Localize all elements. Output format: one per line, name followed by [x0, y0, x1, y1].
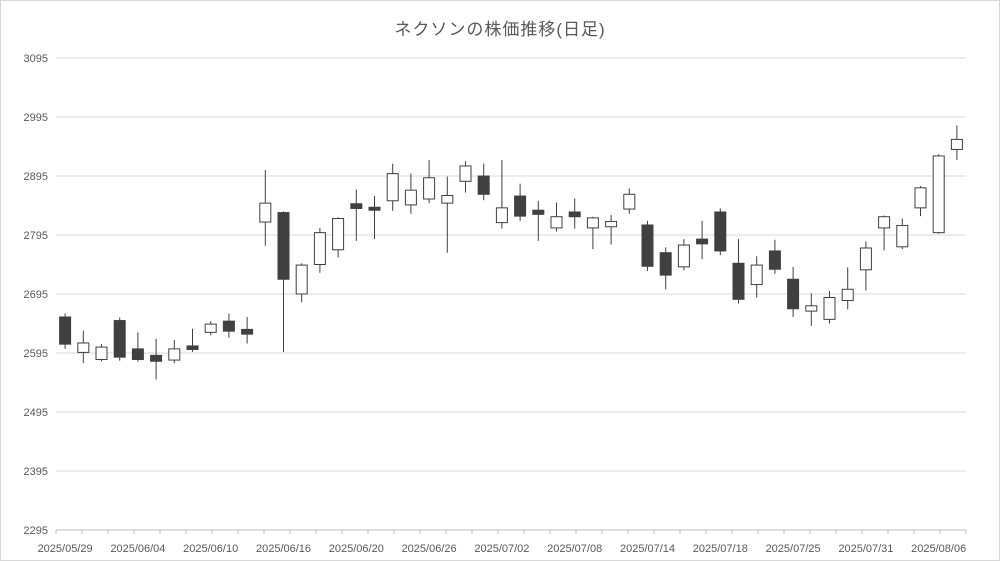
candle-body-down: [568, 211, 581, 218]
candle-body-up: [896, 225, 909, 248]
candle-body-down: [186, 345, 199, 350]
candle-body-up: [878, 216, 891, 229]
candle-body-up: [332, 217, 345, 251]
candle-body-down: [59, 316, 72, 345]
y-axis-label: 2395: [24, 466, 48, 478]
x-axis-label: 2025/06/04: [110, 543, 165, 555]
candle-body-down: [787, 278, 800, 310]
candle-body-up: [459, 165, 472, 182]
x-axis-label: 2025/07/02: [474, 543, 529, 555]
candle-body-up: [441, 194, 454, 204]
candle-body-up: [95, 346, 108, 360]
x-axis-label: 2025/06/20: [329, 543, 384, 555]
candle-body-up: [859, 247, 872, 271]
candle-body-up: [914, 187, 927, 209]
x-axis-label: 2025/05/29: [38, 543, 93, 555]
candle-body-down: [532, 209, 545, 215]
candle-body-up: [386, 173, 399, 202]
y-axis-label: 2695: [24, 289, 48, 301]
chart-title: ネクソンの株価推移(日足): [394, 20, 606, 39]
candle-body-up: [295, 264, 308, 295]
candle-body-up: [259, 202, 272, 223]
x-axis-label: 2025/08/06: [911, 543, 966, 555]
candle-body-up: [932, 155, 945, 234]
candle-body-up: [623, 193, 636, 210]
candle-body-down: [277, 212, 290, 280]
candle-body-up: [77, 342, 90, 353]
candle-body-up: [586, 217, 599, 229]
y-axis-label: 2295: [24, 525, 48, 537]
candle-body-up: [750, 264, 763, 286]
candle-body-down: [131, 348, 144, 360]
candle-body-down: [368, 206, 381, 211]
y-axis-label: 2895: [24, 171, 48, 183]
candle-body-down: [241, 328, 254, 335]
candle-body-up: [423, 177, 436, 200]
candle-body-up: [404, 189, 417, 206]
candle-body-down: [514, 195, 527, 217]
y-axis-label: 3095: [24, 53, 48, 65]
candle-body-down: [113, 320, 126, 358]
candle-body-up: [495, 207, 508, 224]
candle-body-down: [732, 262, 745, 300]
y-axis-label: 2595: [24, 348, 48, 360]
x-axis-label: 2025/07/14: [620, 543, 675, 555]
x-axis-label: 2025/06/26: [402, 543, 457, 555]
candle-body-down: [641, 224, 654, 267]
candle-body-up: [605, 220, 618, 228]
y-axis-label: 2795: [24, 230, 48, 242]
candle-body-down: [714, 211, 727, 252]
candle-body-down: [150, 354, 163, 362]
x-axis-label: 2025/07/08: [547, 543, 602, 555]
candle-body-down: [696, 238, 709, 245]
candle-body-up: [950, 138, 963, 150]
x-axis-label: 2025/07/25: [766, 543, 821, 555]
candle-body-down: [350, 203, 363, 209]
candle-body-down: [477, 175, 490, 195]
candle-body-up: [805, 305, 818, 312]
x-axis-label: 2025/07/18: [693, 543, 748, 555]
candle-body-up: [313, 232, 326, 265]
y-axis-label: 2995: [24, 112, 48, 124]
candle-body-up: [204, 323, 217, 333]
candle-body-up: [550, 216, 563, 229]
x-axis-label: 2025/07/31: [838, 543, 893, 555]
candle-body-up: [841, 288, 854, 301]
candle-body-down: [768, 250, 781, 270]
candle-body-up: [677, 244, 690, 268]
candle-body-down: [222, 320, 235, 332]
x-axis-label: 2025/06/10: [183, 543, 238, 555]
y-axis-label: 2495: [24, 407, 48, 419]
x-axis-label: 2025/06/16: [256, 543, 311, 555]
candle-body-down: [659, 252, 672, 276]
candle-body-up: [168, 348, 181, 361]
candle-body-up: [823, 297, 836, 320]
